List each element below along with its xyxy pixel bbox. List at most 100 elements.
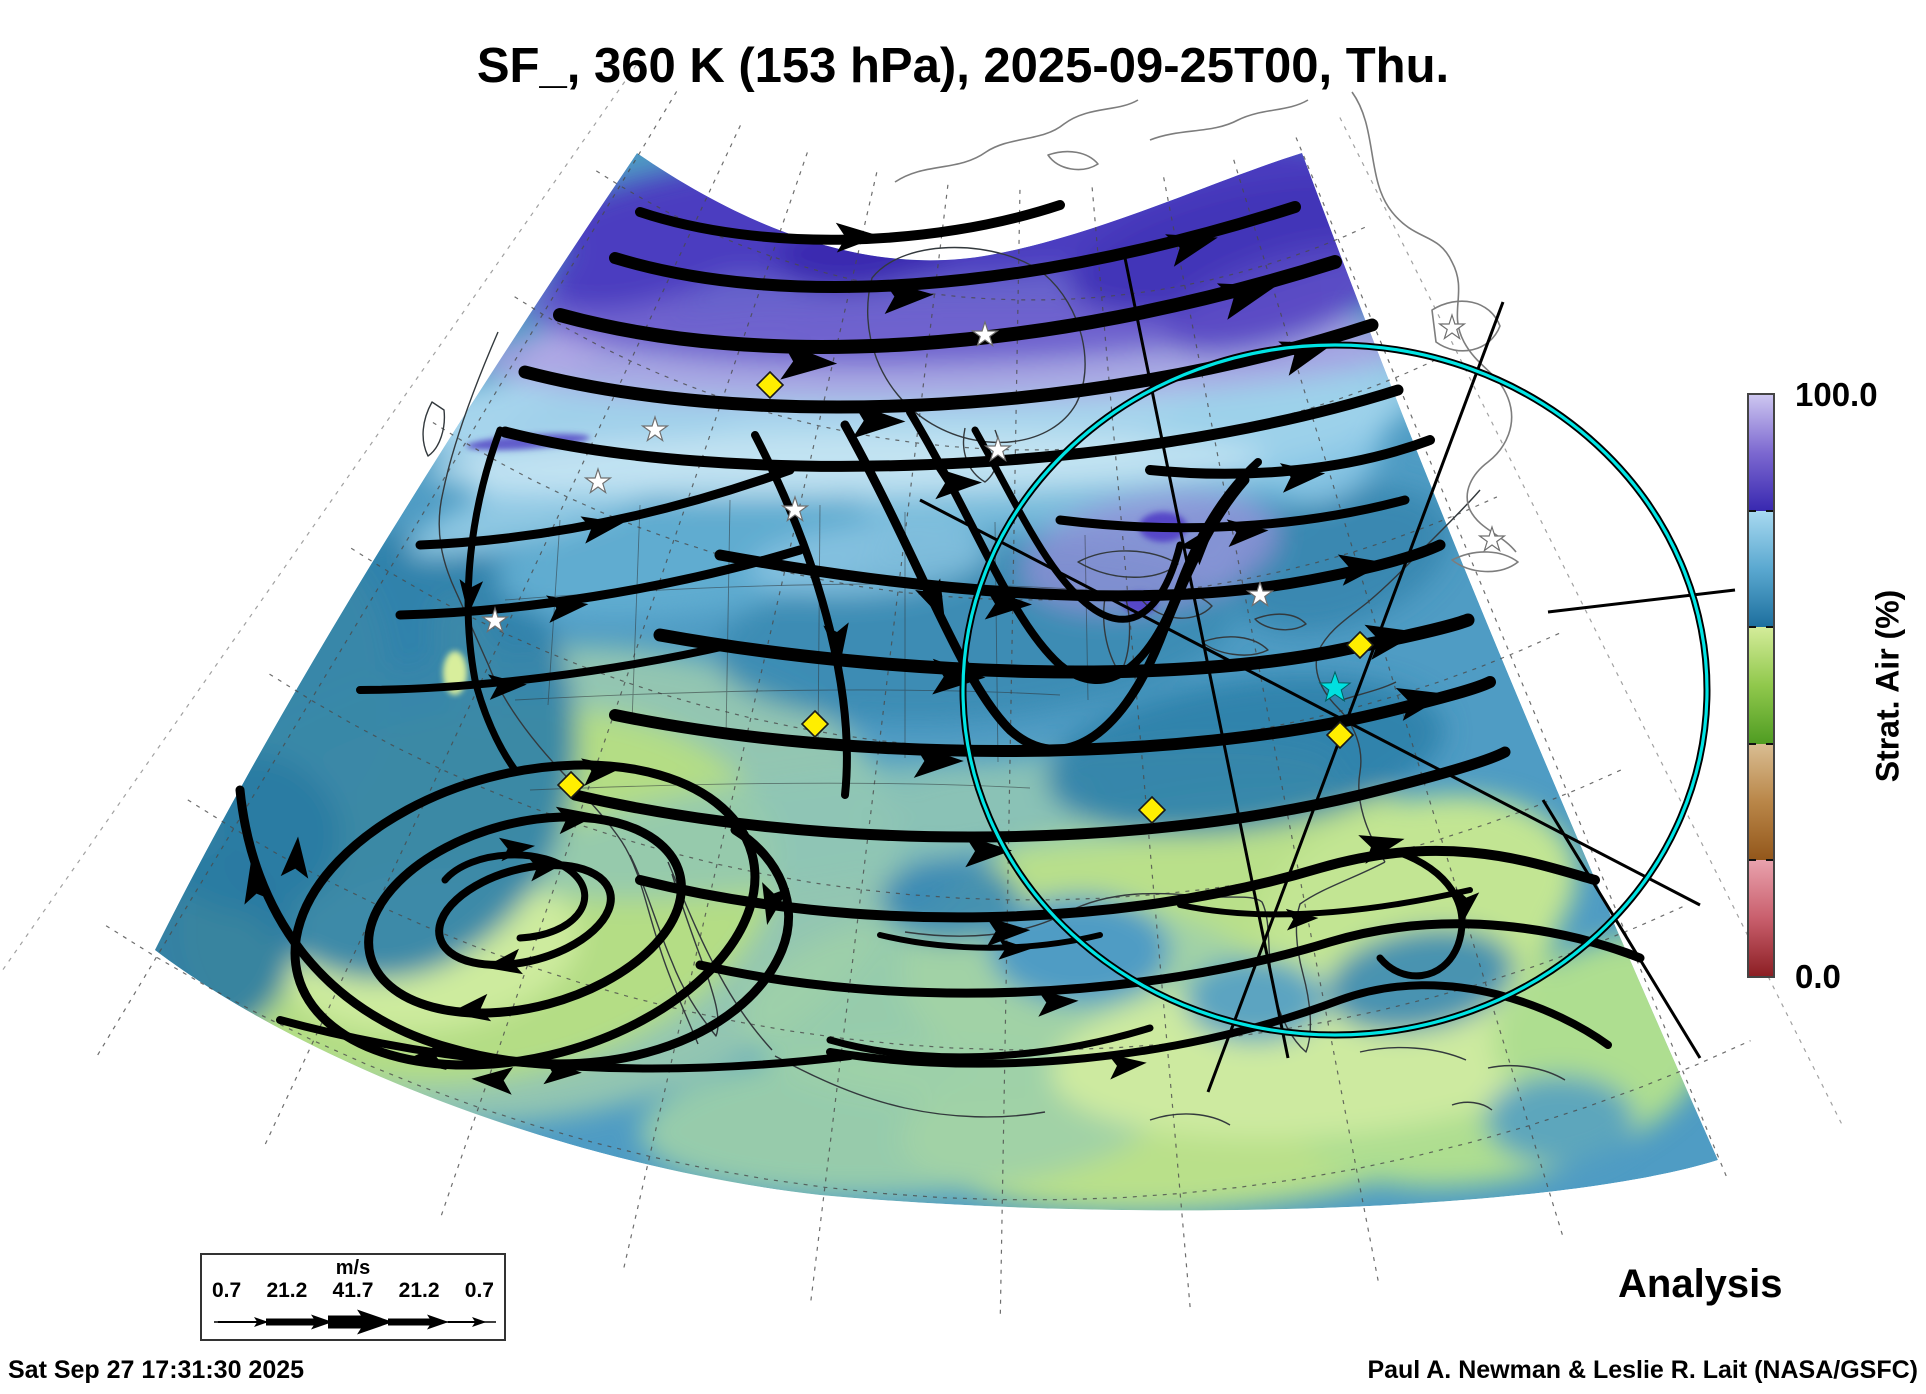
- track-line: [1547, 588, 1736, 614]
- streamline: [609, 676, 1496, 757]
- flow-arrowhead: [526, 856, 567, 882]
- flow-arrowhead: [852, 402, 906, 439]
- colorbar-segment: [1749, 627, 1773, 744]
- flow-arrowhead: [546, 595, 589, 623]
- plot-title: SF_, 360 K (153 hPa), 2025-09-25T00, Thu…: [476, 39, 1450, 93]
- white-star-marker: [1477, 525, 1507, 553]
- streamline: [356, 641, 734, 694]
- wind-scale-arrows-icon: [214, 1309, 496, 1335]
- white-star-marker: [1437, 313, 1467, 341]
- yellow-diamond-marker: [556, 770, 586, 800]
- streamline: [395, 545, 805, 620]
- streamline: [441, 851, 589, 942]
- flow-arrowhead: [404, 1042, 447, 1070]
- flow-arrowhead: [244, 861, 272, 905]
- flow-arrowhead: [762, 882, 790, 926]
- flow-arrowhead: [1216, 283, 1276, 320]
- wind-legend-unit: m/s: [335, 1257, 371, 1279]
- flow-arrowhead: [1036, 989, 1079, 1017]
- flow-arrowhead: [932, 658, 986, 695]
- flow-arrowhead: [1226, 519, 1269, 548]
- yellow-diamond-marker: [1345, 630, 1375, 660]
- flow-arrowhead: [483, 948, 523, 975]
- yellow-diamond-marker: [1137, 795, 1167, 825]
- yellow-diamond-marker: [800, 709, 830, 739]
- flow-arrowhead: [459, 579, 484, 616]
- white-star-marker: [583, 467, 613, 495]
- colorbar-tick: [1766, 626, 1773, 629]
- yellow-diamond-marker: [1325, 720, 1355, 750]
- colorbar-tick: [1749, 742, 1756, 745]
- white-star-marker: [480, 606, 510, 634]
- wind-legend-value: 41.7: [332, 1279, 374, 1302]
- streamline: [464, 426, 519, 774]
- generation-timestamp: Sat Sep 27 17:31:30 2025: [8, 1356, 305, 1384]
- colorbar-min-label: 0.0: [1795, 958, 1841, 995]
- flow-arrowhead: [543, 1058, 582, 1085]
- colorbar: [1747, 393, 1775, 978]
- wind-legend-value: 0.7: [464, 1279, 494, 1302]
- white-star-marker: [780, 495, 810, 523]
- flow-arrowhead: [487, 674, 527, 700]
- colorbar-max-label: 100.0: [1795, 376, 1878, 413]
- white-star-marker: [640, 415, 670, 443]
- flow-arrowhead: [1455, 888, 1480, 925]
- flow-arrowhead: [780, 341, 838, 380]
- streamline: [518, 318, 1379, 414]
- flow-arrowhead: [581, 758, 624, 786]
- flow-arrowhead: [448, 993, 492, 1022]
- streamline: [1177, 887, 1473, 918]
- flow-arrowhead: [555, 806, 599, 835]
- closed-circulation-streamline: [435, 861, 615, 969]
- colorbar-tick: [1766, 858, 1773, 861]
- track-line: [919, 498, 1701, 907]
- colorbar-segment: [1749, 395, 1773, 512]
- colorbar-segment: [1749, 511, 1773, 628]
- white-star-marker: [970, 320, 1000, 348]
- strat-air-field: [155, 153, 1718, 1211]
- streamline: [569, 746, 1511, 843]
- flow-arrowhead: [823, 622, 849, 662]
- track-line: [1541, 799, 1702, 1059]
- white-star-marker: [983, 435, 1013, 463]
- flow-arrowhead: [1395, 687, 1449, 721]
- site-markers: [480, 313, 1507, 825]
- wind-streamlines: [235, 200, 1645, 1095]
- colorbar-tick: [1749, 858, 1756, 861]
- colorbar-tick: [1766, 510, 1773, 513]
- flow-arrowhead: [913, 744, 964, 778]
- credit-line: Paul A. Newman & Leslie R. Lait (NASA/GS…: [1367, 1356, 1918, 1384]
- colorbar-tick: [1749, 510, 1756, 513]
- colorbar-tick: [1766, 742, 1773, 745]
- flow-arrowhead: [1337, 554, 1387, 586]
- flow-arrowhead: [835, 222, 881, 253]
- colorbar-axis-label: Strat. Air (%): [1869, 589, 1906, 783]
- wind-legend-value: 0.7: [212, 1279, 242, 1302]
- flow-arrowhead: [471, 1067, 514, 1095]
- streamline: [235, 785, 794, 1069]
- white-star-marker: [1245, 580, 1275, 608]
- streamline: [714, 539, 1446, 602]
- cyan-star-marker: [1318, 670, 1352, 703]
- streamline: [499, 384, 1404, 472]
- flow-arrowhead: [580, 516, 624, 544]
- closed-circulation-streamline: [364, 812, 686, 1018]
- flow-arrowhead: [984, 587, 1033, 620]
- flow-arrowhead: [964, 835, 1013, 868]
- colorbar-segment: [1749, 743, 1773, 860]
- streamline: [1376, 848, 1466, 980]
- colorbar-tick: [1749, 626, 1756, 629]
- wind-legend-value: 21.2: [398, 1279, 440, 1302]
- flow-arrowhead: [985, 916, 1031, 947]
- closed-circulation-streamline: [290, 760, 760, 1070]
- streamline: [553, 255, 1342, 354]
- flow-arrowhead: [998, 938, 1031, 960]
- flow-arrowhead: [1279, 463, 1326, 493]
- streamline: [826, 981, 1612, 1068]
- colorbar-segment: [1749, 859, 1773, 976]
- wind-legend-values: 0.7 21.2 41.7 21.2 0.7: [212, 1279, 494, 1303]
- range-ring: [959, 341, 1711, 1039]
- streamline: [653, 613, 1475, 679]
